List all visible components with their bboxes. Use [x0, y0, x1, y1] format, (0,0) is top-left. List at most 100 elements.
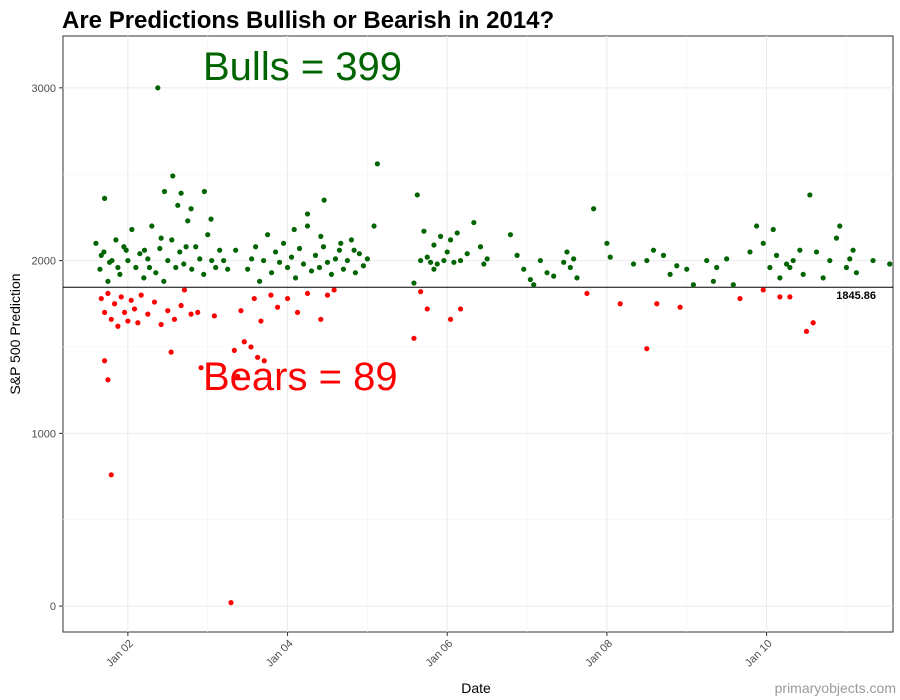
- data-point: [201, 271, 207, 277]
- data-point: [228, 600, 234, 606]
- data-point: [188, 311, 194, 317]
- data-point: [787, 294, 793, 300]
- data-point: [332, 256, 339, 262]
- data-point: [360, 263, 366, 269]
- data-point: [837, 223, 843, 229]
- data-point: [328, 271, 335, 277]
- data-point: [260, 257, 267, 264]
- data-point: [272, 249, 279, 255]
- data-point: [145, 311, 151, 317]
- data-point: [304, 223, 311, 229]
- data-point: [324, 259, 331, 265]
- data-point: [803, 328, 810, 335]
- data-point: [584, 290, 590, 297]
- data-point: [427, 259, 434, 265]
- data-point: [507, 232, 514, 238]
- data-point: [168, 349, 174, 355]
- data-point: [411, 280, 417, 286]
- data-point: [737, 295, 743, 302]
- data-point: [770, 226, 776, 233]
- x-tick-label: Jan 08: [583, 638, 615, 670]
- y-tick-label: 1000: [32, 428, 56, 440]
- chart-title: Are Predictions Bullish or Bearish in 20…: [62, 7, 554, 34]
- data-point: [93, 240, 99, 246]
- data-point: [251, 295, 257, 302]
- data-point: [421, 228, 427, 234]
- data-point: [300, 261, 307, 267]
- data-point: [291, 226, 297, 233]
- data-point: [710, 278, 716, 284]
- data-point: [607, 254, 613, 260]
- data-point: [477, 244, 484, 250]
- data-point: [564, 249, 570, 255]
- data-point: [481, 261, 487, 267]
- data-point: [447, 316, 454, 322]
- bulls-annotation: Bulls = 399: [203, 45, 402, 89]
- data-point: [312, 252, 319, 258]
- data-point: [790, 257, 796, 264]
- data-point: [674, 263, 680, 269]
- data-point: [773, 252, 780, 258]
- data-point: [807, 192, 813, 198]
- data-point: [331, 287, 337, 293]
- data-point: [654, 301, 660, 307]
- data-point: [457, 257, 464, 264]
- data-point: [264, 232, 271, 238]
- data-point: [97, 266, 103, 272]
- data-point: [431, 242, 437, 248]
- data-point: [257, 278, 263, 284]
- data-point: [153, 270, 159, 276]
- data-point: [118, 294, 124, 300]
- data-point: [464, 251, 470, 257]
- data-point: [133, 264, 139, 271]
- data-point: [161, 278, 167, 284]
- data-point: [318, 316, 324, 322]
- y-axis-label: S&P 500 Prediction: [7, 273, 23, 394]
- data-point: [255, 354, 261, 360]
- data-point: [677, 304, 683, 310]
- data-point: [105, 278, 111, 284]
- data-point: [178, 190, 184, 196]
- data-point: [155, 85, 161, 91]
- data-point: [308, 268, 315, 274]
- data-point: [165, 257, 171, 264]
- data-point: [125, 257, 131, 264]
- data-point: [141, 275, 147, 281]
- data-point: [280, 240, 287, 246]
- data-point: [644, 257, 650, 264]
- data-point: [304, 290, 311, 297]
- reference-line-group: 1845.86: [63, 286, 893, 302]
- data-point: [288, 254, 295, 260]
- data-point: [170, 173, 176, 179]
- data-point: [454, 230, 460, 236]
- data-point: [457, 306, 464, 312]
- data-point: [171, 316, 178, 322]
- data-point: [444, 249, 450, 255]
- data-point: [847, 256, 853, 262]
- data-point: [253, 244, 259, 250]
- data-point: [284, 295, 291, 302]
- data-point: [604, 240, 610, 246]
- data-point: [233, 247, 239, 253]
- data-point: [431, 266, 437, 272]
- data-point: [514, 252, 520, 258]
- data-point: [447, 237, 454, 243]
- data-point: [571, 256, 577, 262]
- data-point: [820, 275, 826, 281]
- data-point: [320, 244, 327, 250]
- data-point: [617, 301, 623, 307]
- data-point: [574, 275, 580, 281]
- data-point: [424, 254, 430, 260]
- data-point: [113, 237, 119, 243]
- data-point: [211, 313, 217, 319]
- data-point: [527, 276, 533, 283]
- data-point: [644, 346, 650, 352]
- data-point: [364, 256, 370, 262]
- x-axis: Jan 02 Jan 04 Jan 06 Jan 08 Jan 10: [104, 632, 775, 669]
- data-point: [268, 292, 274, 298]
- data-point: [800, 271, 806, 277]
- data-point: [374, 161, 380, 167]
- data-point: [531, 282, 537, 288]
- data-point: [151, 299, 158, 305]
- plot-panel: [62, 35, 894, 633]
